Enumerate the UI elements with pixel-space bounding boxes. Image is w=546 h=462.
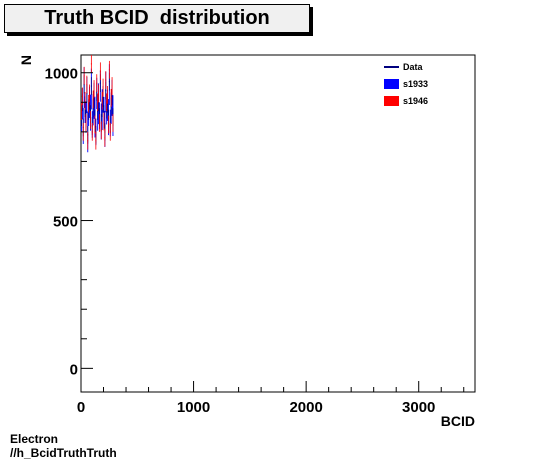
legend: Data s1933 s1946 <box>384 62 428 106</box>
y-axis-label: N <box>18 55 34 65</box>
histogram <box>81 55 114 153</box>
x-tick-label: 0 <box>77 399 85 416</box>
plot-frame <box>80 54 476 393</box>
y-tick-label: 0 <box>70 361 78 378</box>
legend-label-s1933: s1933 <box>403 79 428 89</box>
x-tick-label: 3000 <box>402 399 435 416</box>
legend-swatch-s1933 <box>384 79 399 89</box>
annotation-particle: Electron <box>10 432 59 446</box>
legend-label-Data: Data <box>403 62 424 72</box>
x-tick-label: 1000 <box>177 399 210 416</box>
legend-label-s1946: s1946 <box>403 96 428 106</box>
x-tick-label: 2000 <box>289 399 322 416</box>
plot-area <box>80 54 476 393</box>
axes: 0 500 1000 0 1000 2000 3000 <box>45 66 465 416</box>
y-tick-label: 1000 <box>45 66 78 83</box>
annotation-histogram-path: //h_BcidTruthTruth <box>10 446 117 460</box>
x-axis-label: BCID <box>441 413 475 429</box>
y-tick-label: 500 <box>53 214 78 231</box>
chart-title: Truth BCID distribution <box>4 4 310 33</box>
legend-swatch-s1946 <box>384 96 399 106</box>
